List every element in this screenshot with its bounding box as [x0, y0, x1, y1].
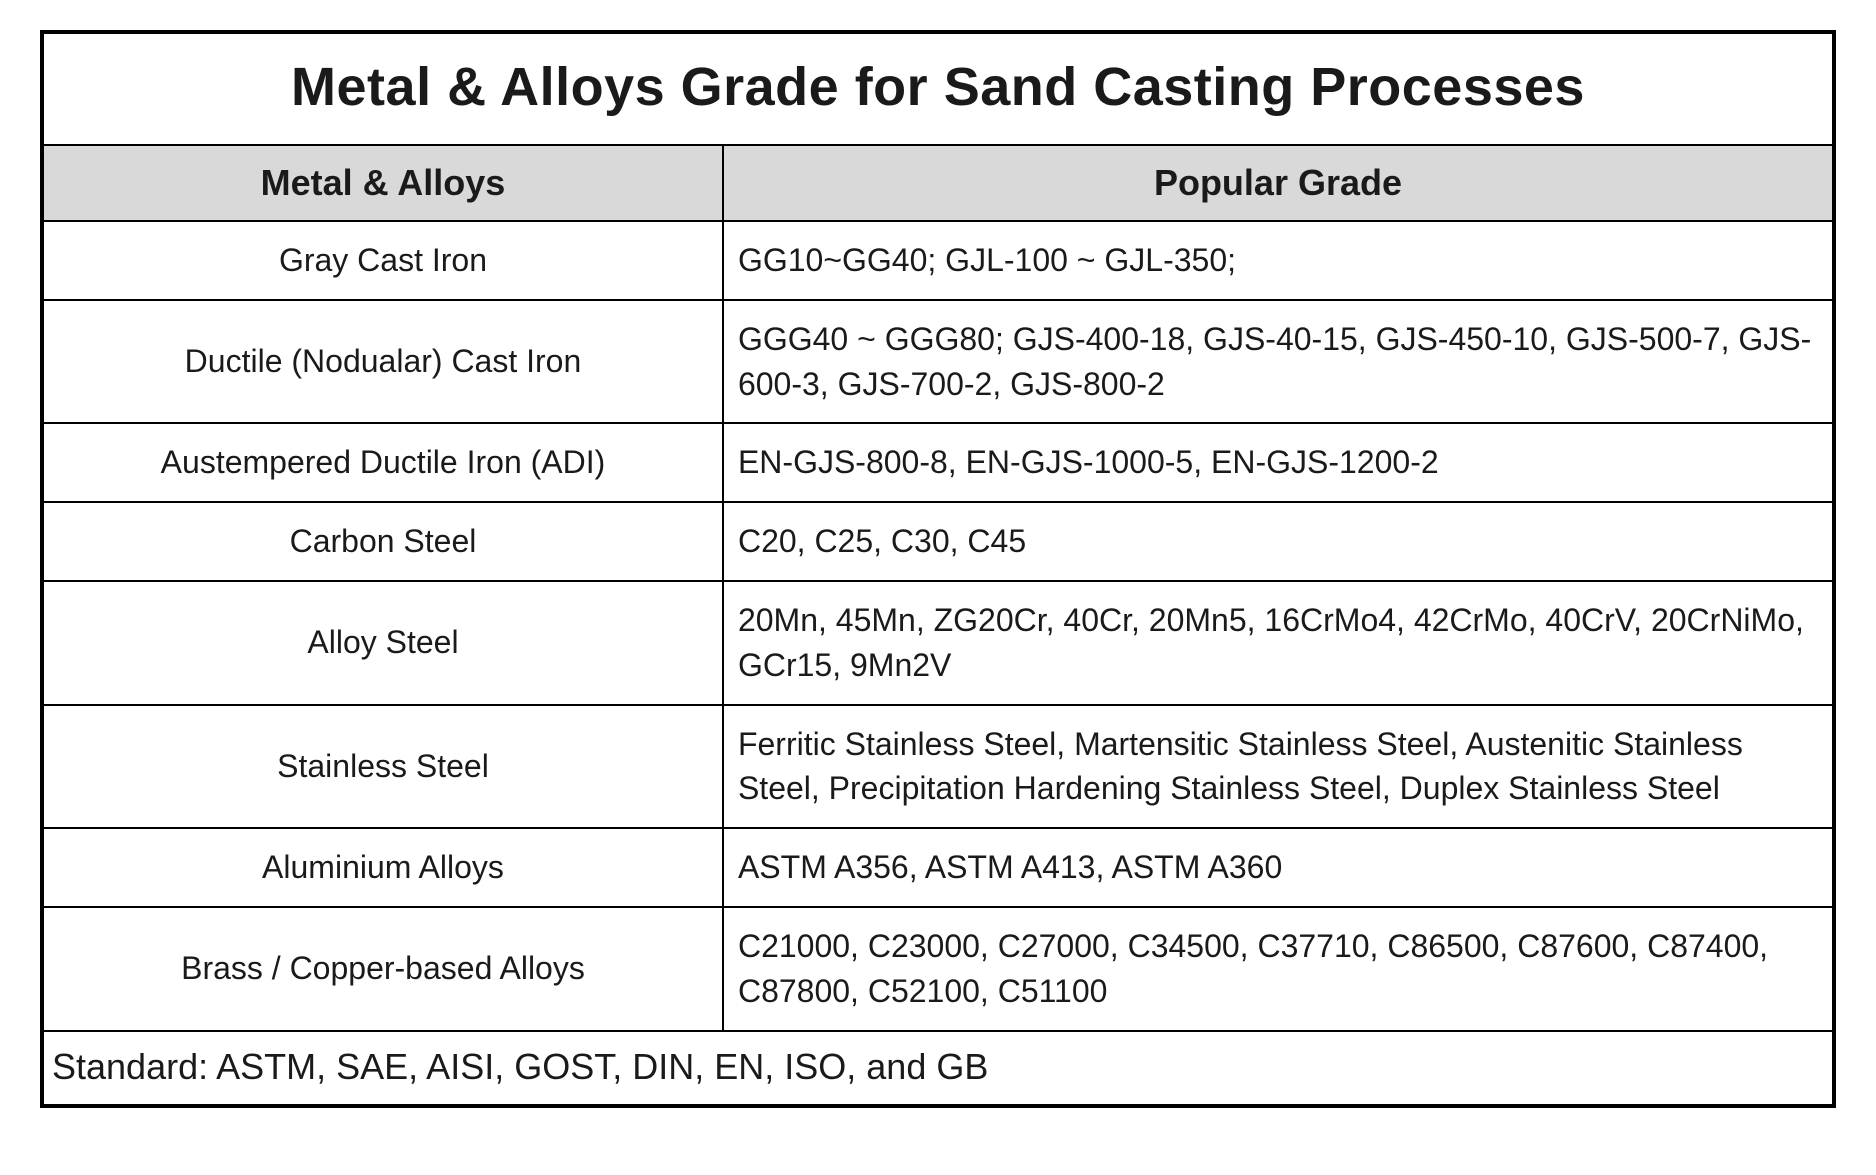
column-header-grade: Popular Grade [723, 145, 1834, 221]
alloy-name-cell: Alloy Steel [42, 581, 723, 705]
alloy-grade-cell: 20Mn, 45Mn, ZG20Cr, 40Cr, 20Mn5, 16CrMo4… [723, 581, 1834, 705]
alloy-grade-cell: C20, C25, C30, C45 [723, 502, 1834, 581]
table-title: Metal & Alloys Grade for Sand Casting Pr… [42, 32, 1834, 145]
alloy-name-cell: Gray Cast Iron [42, 221, 723, 300]
alloy-grade-cell: GG10~GG40; GJL-100 ~ GJL-350; [723, 221, 1834, 300]
table-row: Austempered Ductile Iron (ADI)EN-GJS-800… [42, 423, 1834, 502]
table-row: Gray Cast IronGG10~GG40; GJL-100 ~ GJL-3… [42, 221, 1834, 300]
alloy-grade-cell: GGG40 ~ GGG80; GJS-400-18, GJS-40-15, GJ… [723, 300, 1834, 424]
table-row: Ductile (Nodualar) Cast IronGGG40 ~ GGG8… [42, 300, 1834, 424]
column-header-alloys: Metal & Alloys [42, 145, 723, 221]
alloy-grade-cell: Ferritic Stainless Steel, Martensitic St… [723, 705, 1834, 829]
table-row: Alloy Steel20Mn, 45Mn, ZG20Cr, 40Cr, 20M… [42, 581, 1834, 705]
alloy-grade-cell: ASTM A356, ASTM A413, ASTM A360 [723, 828, 1834, 907]
alloy-grade-cell: EN-GJS-800-8, EN-GJS-1000-5, EN-GJS-1200… [723, 423, 1834, 502]
table-row: Carbon SteelC20, C25, C30, C45 [42, 502, 1834, 581]
alloy-name-cell: Carbon Steel [42, 502, 723, 581]
alloy-name-cell: Ductile (Nodualar) Cast Iron [42, 300, 723, 424]
alloy-name-cell: Brass / Copper-based Alloys [42, 907, 723, 1031]
table-row: Aluminium AlloysASTM A356, ASTM A413, AS… [42, 828, 1834, 907]
table-row: Stainless SteelFerritic Stainless Steel,… [42, 705, 1834, 829]
alloys-table: Metal & Alloys Grade for Sand Casting Pr… [40, 30, 1836, 1108]
alloy-name-cell: Austempered Ductile Iron (ADI) [42, 423, 723, 502]
table-row: Brass / Copper-based AlloysC21000, C2300… [42, 907, 1834, 1031]
table-footer-standards: Standard: ASTM, SAE, AISI, GOST, DIN, EN… [42, 1031, 1834, 1106]
alloy-name-cell: Stainless Steel [42, 705, 723, 829]
alloy-grade-cell: C21000, C23000, C27000, C34500, C37710, … [723, 907, 1834, 1031]
alloy-name-cell: Aluminium Alloys [42, 828, 723, 907]
